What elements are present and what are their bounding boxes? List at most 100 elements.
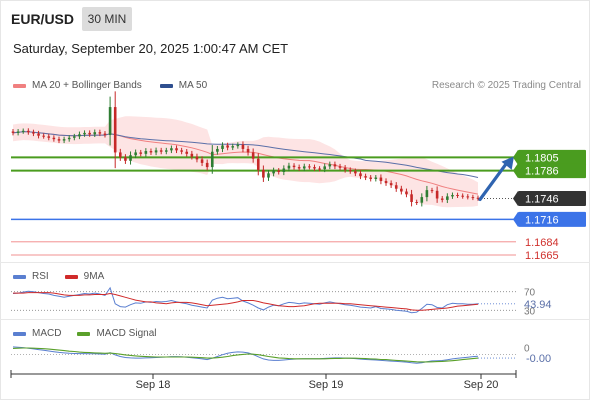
panel-divider [0,319,590,320]
rsi-ma-legend-label: 9MA [83,271,105,282]
candle-body [62,139,66,141]
candle-body [359,173,362,177]
macd-last-label: -0.00 [526,353,551,365]
candle-body [149,151,153,153]
candle-body [180,150,183,152]
candle-body [108,107,112,135]
candle-body [369,177,372,179]
candle-body [236,144,240,147]
candle-body [88,132,91,135]
candle-body [308,166,311,168]
candle-body [124,157,127,161]
candle-body [348,169,352,172]
candle-body [446,196,449,200]
candle-body [83,132,86,135]
candle-body [374,177,378,179]
candle-body [415,201,418,203]
candle-body [292,165,296,168]
candle-body [67,137,71,140]
macd-legend-label: MACD [32,328,62,339]
candle-body [113,107,117,153]
candle-body [175,148,178,151]
candle-body [216,148,219,152]
candle-body [144,151,148,154]
candle-body [93,132,97,135]
candle-body [210,151,214,168]
candle-body [318,168,321,170]
candle-body [226,145,229,148]
candle-body [37,133,40,136]
candle-body [323,166,327,170]
rsi-last-label: 43.94 [524,299,552,311]
candle-body [57,139,61,141]
candle-body [471,197,475,199]
candle-body [272,170,275,174]
candle-body [27,130,30,133]
rsi-legend: RSI 9MA [13,271,104,282]
level-tag-pivot [518,211,586,227]
candle-body [11,131,15,133]
ma50-swatch [159,83,173,88]
candle-body [282,168,286,172]
candle-body [42,135,45,137]
candle-body [430,190,434,192]
time-axis-label: Sep 18 [136,379,171,391]
candle-body [297,167,301,169]
candle-body [200,159,204,163]
level-label-support: 1.1665 [525,250,559,262]
candle-body [185,151,189,154]
candle-body [262,169,265,178]
candle-body [251,152,255,159]
candle-body [73,136,76,138]
candle-body [328,164,332,167]
candle-body [159,150,163,152]
level-tag-resistance [518,163,586,179]
candle-body [302,166,306,169]
candle-body [338,166,342,168]
forecast-arrow-shaft [478,159,510,202]
rsi-level-label: 30 [524,306,536,317]
candle-body [16,131,20,133]
candle-body [190,153,194,157]
candle-body [195,156,199,160]
macd-legend: MACD MACD Signal [13,328,156,339]
candle-body [343,167,347,170]
candle-body [246,148,250,153]
level-label-support: 1.1684 [525,237,559,249]
ma20-swatch [13,83,26,88]
level-tag-resistance [518,149,586,165]
candle-body [379,177,383,182]
ma50-legend-label: MA 50 [178,80,208,91]
candle-body [400,188,403,192]
candle-body [205,162,209,168]
rsi-line [12,286,479,314]
candle-body [405,191,408,195]
candle-body [277,170,281,172]
candle-body [364,176,367,178]
macd-panel: 0-0.00 [11,343,551,365]
candle-body [389,183,393,186]
macd-signal-line [12,347,479,363]
candle-body [47,136,51,138]
level-tag-last [518,190,586,206]
candle-body [139,152,143,154]
symbol-title: EUR/USD [11,11,75,27]
level-label-resistance: 1.1786 [525,166,559,178]
rsi-ma-swatch [64,274,78,279]
macd-signal-swatch [77,331,91,336]
candle-body [52,137,56,140]
candle-body [466,196,470,198]
candle-body [103,133,107,135]
rsi-swatch [13,274,26,279]
datetime-label: Saturday, September 20, 2025 1:00:47 AM … [13,41,289,56]
research-credit: Research © 2025 Trading Central [431,80,581,91]
candle-body [164,150,168,152]
rsi-ma-line [13,292,479,311]
candle-body [394,185,398,189]
candle-body [32,132,35,134]
candle-body [170,148,173,151]
timeframe-badge[interactable]: 30 MIN [82,7,132,31]
candle-body [410,194,413,202]
